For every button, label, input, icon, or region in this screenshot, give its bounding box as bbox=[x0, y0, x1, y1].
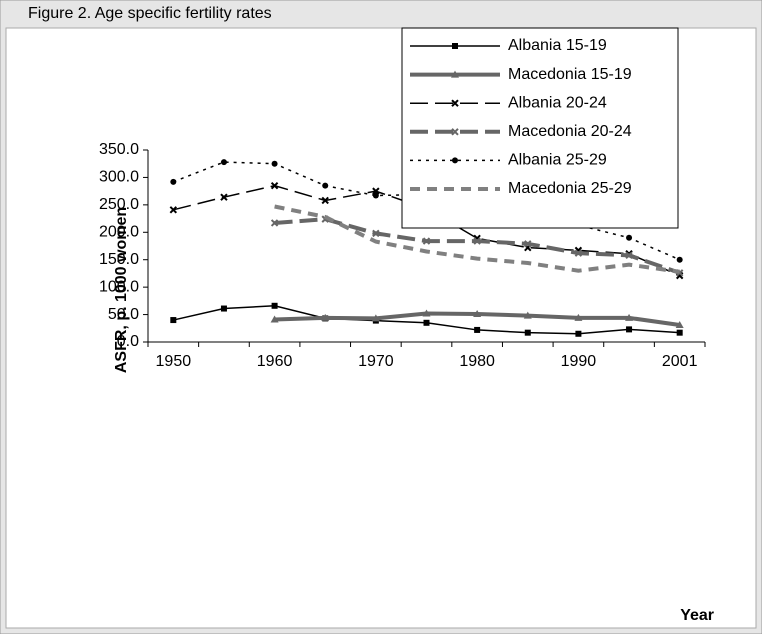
point bbox=[524, 329, 531, 336]
point bbox=[170, 178, 177, 185]
legend-marker bbox=[452, 43, 458, 49]
x-axis-label: Year bbox=[680, 607, 714, 624]
point bbox=[524, 240, 532, 248]
x-tick-label: 1970 bbox=[358, 353, 394, 370]
point bbox=[574, 249, 583, 257]
legend-label: Albania 25-29 bbox=[508, 152, 607, 169]
y-tick-label: 50.0 bbox=[108, 306, 139, 323]
legend-label: Macedonia 20-24 bbox=[508, 123, 632, 140]
series-line bbox=[274, 204, 680, 274]
point bbox=[372, 192, 379, 199]
point bbox=[574, 313, 583, 321]
point bbox=[523, 311, 532, 319]
x-tick-label: 1980 bbox=[459, 353, 495, 370]
legend-box bbox=[401, 27, 679, 229]
point bbox=[220, 305, 227, 312]
legend-marker bbox=[451, 128, 459, 136]
point bbox=[423, 319, 430, 326]
point bbox=[322, 182, 329, 189]
legend-label: Macedonia 15-19 bbox=[508, 66, 632, 83]
point bbox=[626, 326, 633, 333]
legend-marker bbox=[451, 70, 459, 78]
y-tick-label: 150.0 bbox=[99, 251, 139, 268]
point bbox=[575, 330, 582, 337]
point bbox=[321, 196, 329, 205]
point bbox=[422, 237, 431, 245]
point bbox=[473, 310, 482, 318]
point bbox=[220, 193, 228, 201]
point bbox=[474, 326, 481, 333]
legend-label: Albania 15-19 bbox=[508, 37, 607, 54]
point bbox=[422, 309, 431, 317]
point bbox=[676, 329, 683, 336]
point bbox=[676, 256, 683, 263]
y-axis-label: ASFR, p. 1000 women bbox=[113, 207, 130, 373]
point bbox=[473, 237, 481, 245]
point bbox=[321, 313, 330, 321]
point bbox=[270, 181, 279, 190]
x-tick-label: 2001 bbox=[662, 353, 698, 370]
point bbox=[169, 206, 178, 214]
point bbox=[220, 159, 227, 166]
legend-label: Macedonia 25-29 bbox=[508, 180, 632, 197]
point bbox=[626, 234, 633, 241]
legend-label: Albania 20-24 bbox=[508, 94, 607, 111]
x-tick-label: 1960 bbox=[257, 353, 293, 370]
point bbox=[270, 315, 279, 323]
point bbox=[675, 320, 684, 328]
y-tick-label: 250.0 bbox=[99, 196, 139, 213]
y-tick-label: 350.0 bbox=[99, 141, 139, 158]
y-tick-label: 200.0 bbox=[99, 224, 139, 241]
point bbox=[625, 313, 634, 321]
x-tick-label: 1950 bbox=[156, 353, 192, 370]
point bbox=[372, 187, 380, 195]
point bbox=[271, 302, 278, 309]
y-tick-label: 0.0 bbox=[117, 333, 139, 350]
point bbox=[371, 314, 380, 322]
chart-title: Figure 2. Age specific fertility rates bbox=[28, 5, 272, 22]
legend-marker bbox=[451, 99, 459, 107]
point bbox=[271, 160, 278, 167]
x-tick-label: 1990 bbox=[561, 353, 597, 370]
point bbox=[372, 229, 380, 238]
series-line bbox=[173, 161, 680, 261]
legend-marker bbox=[452, 157, 458, 164]
y-tick-label: 300.0 bbox=[99, 169, 139, 186]
point bbox=[625, 251, 633, 260]
y-tick-label: 100.0 bbox=[99, 278, 139, 295]
point bbox=[270, 219, 279, 227]
point bbox=[170, 317, 177, 324]
